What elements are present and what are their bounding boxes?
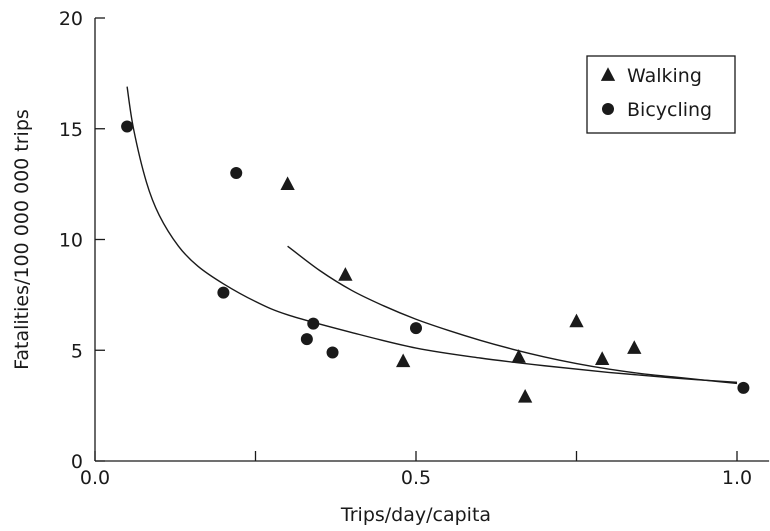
legend-walking-marker [600,67,616,81]
y-tick-label: 5 [71,340,83,362]
y-tick-label: 0 [71,451,83,473]
bicycling-trend-line [126,86,738,384]
bicycling-point [121,120,134,133]
legend-label-walking: Walking [627,65,702,87]
walking-trend-line [287,245,738,385]
bicycling-point [410,322,422,335]
data-points [121,120,750,403]
bicycling-point [230,167,243,180]
legend-bicycling-marker [602,103,614,115]
walking-point [595,351,610,365]
axes: 0 5 10 15 20 0.0 0.5 1.0 [59,8,770,489]
legend: Walking Bicycling [586,55,736,134]
legend-label-bicycling: Bicycling [627,99,712,121]
x-tick-label: 1.0 [722,467,752,489]
walking-point [338,267,353,281]
trend-lines [126,86,738,385]
y-axis-label: Fatalities/100 000 000 trips [11,109,33,370]
bicycling-point [300,333,313,346]
axis-labels: Trips/day/capita Fatalities/100 000 000 … [11,109,491,526]
y-tick-label: 20 [59,8,83,30]
bicycling-point [307,317,320,330]
walking-point [569,313,584,328]
y-tick-label: 15 [59,119,83,141]
x-tick-label: 0.0 [80,467,110,489]
x-tick-label: 0.5 [401,467,431,489]
walking-point [517,388,533,403]
bicycling-point [217,286,230,299]
walking-point [396,353,411,368]
bicycling-point [737,381,750,394]
x-axis-label: Trips/day/capita [340,504,491,526]
walking-point [627,340,642,354]
y-tick-label: 10 [59,230,83,252]
legend-box [586,55,736,134]
bicycling-point [326,346,339,359]
walking-point [280,176,295,190]
walking-point [511,349,526,363]
